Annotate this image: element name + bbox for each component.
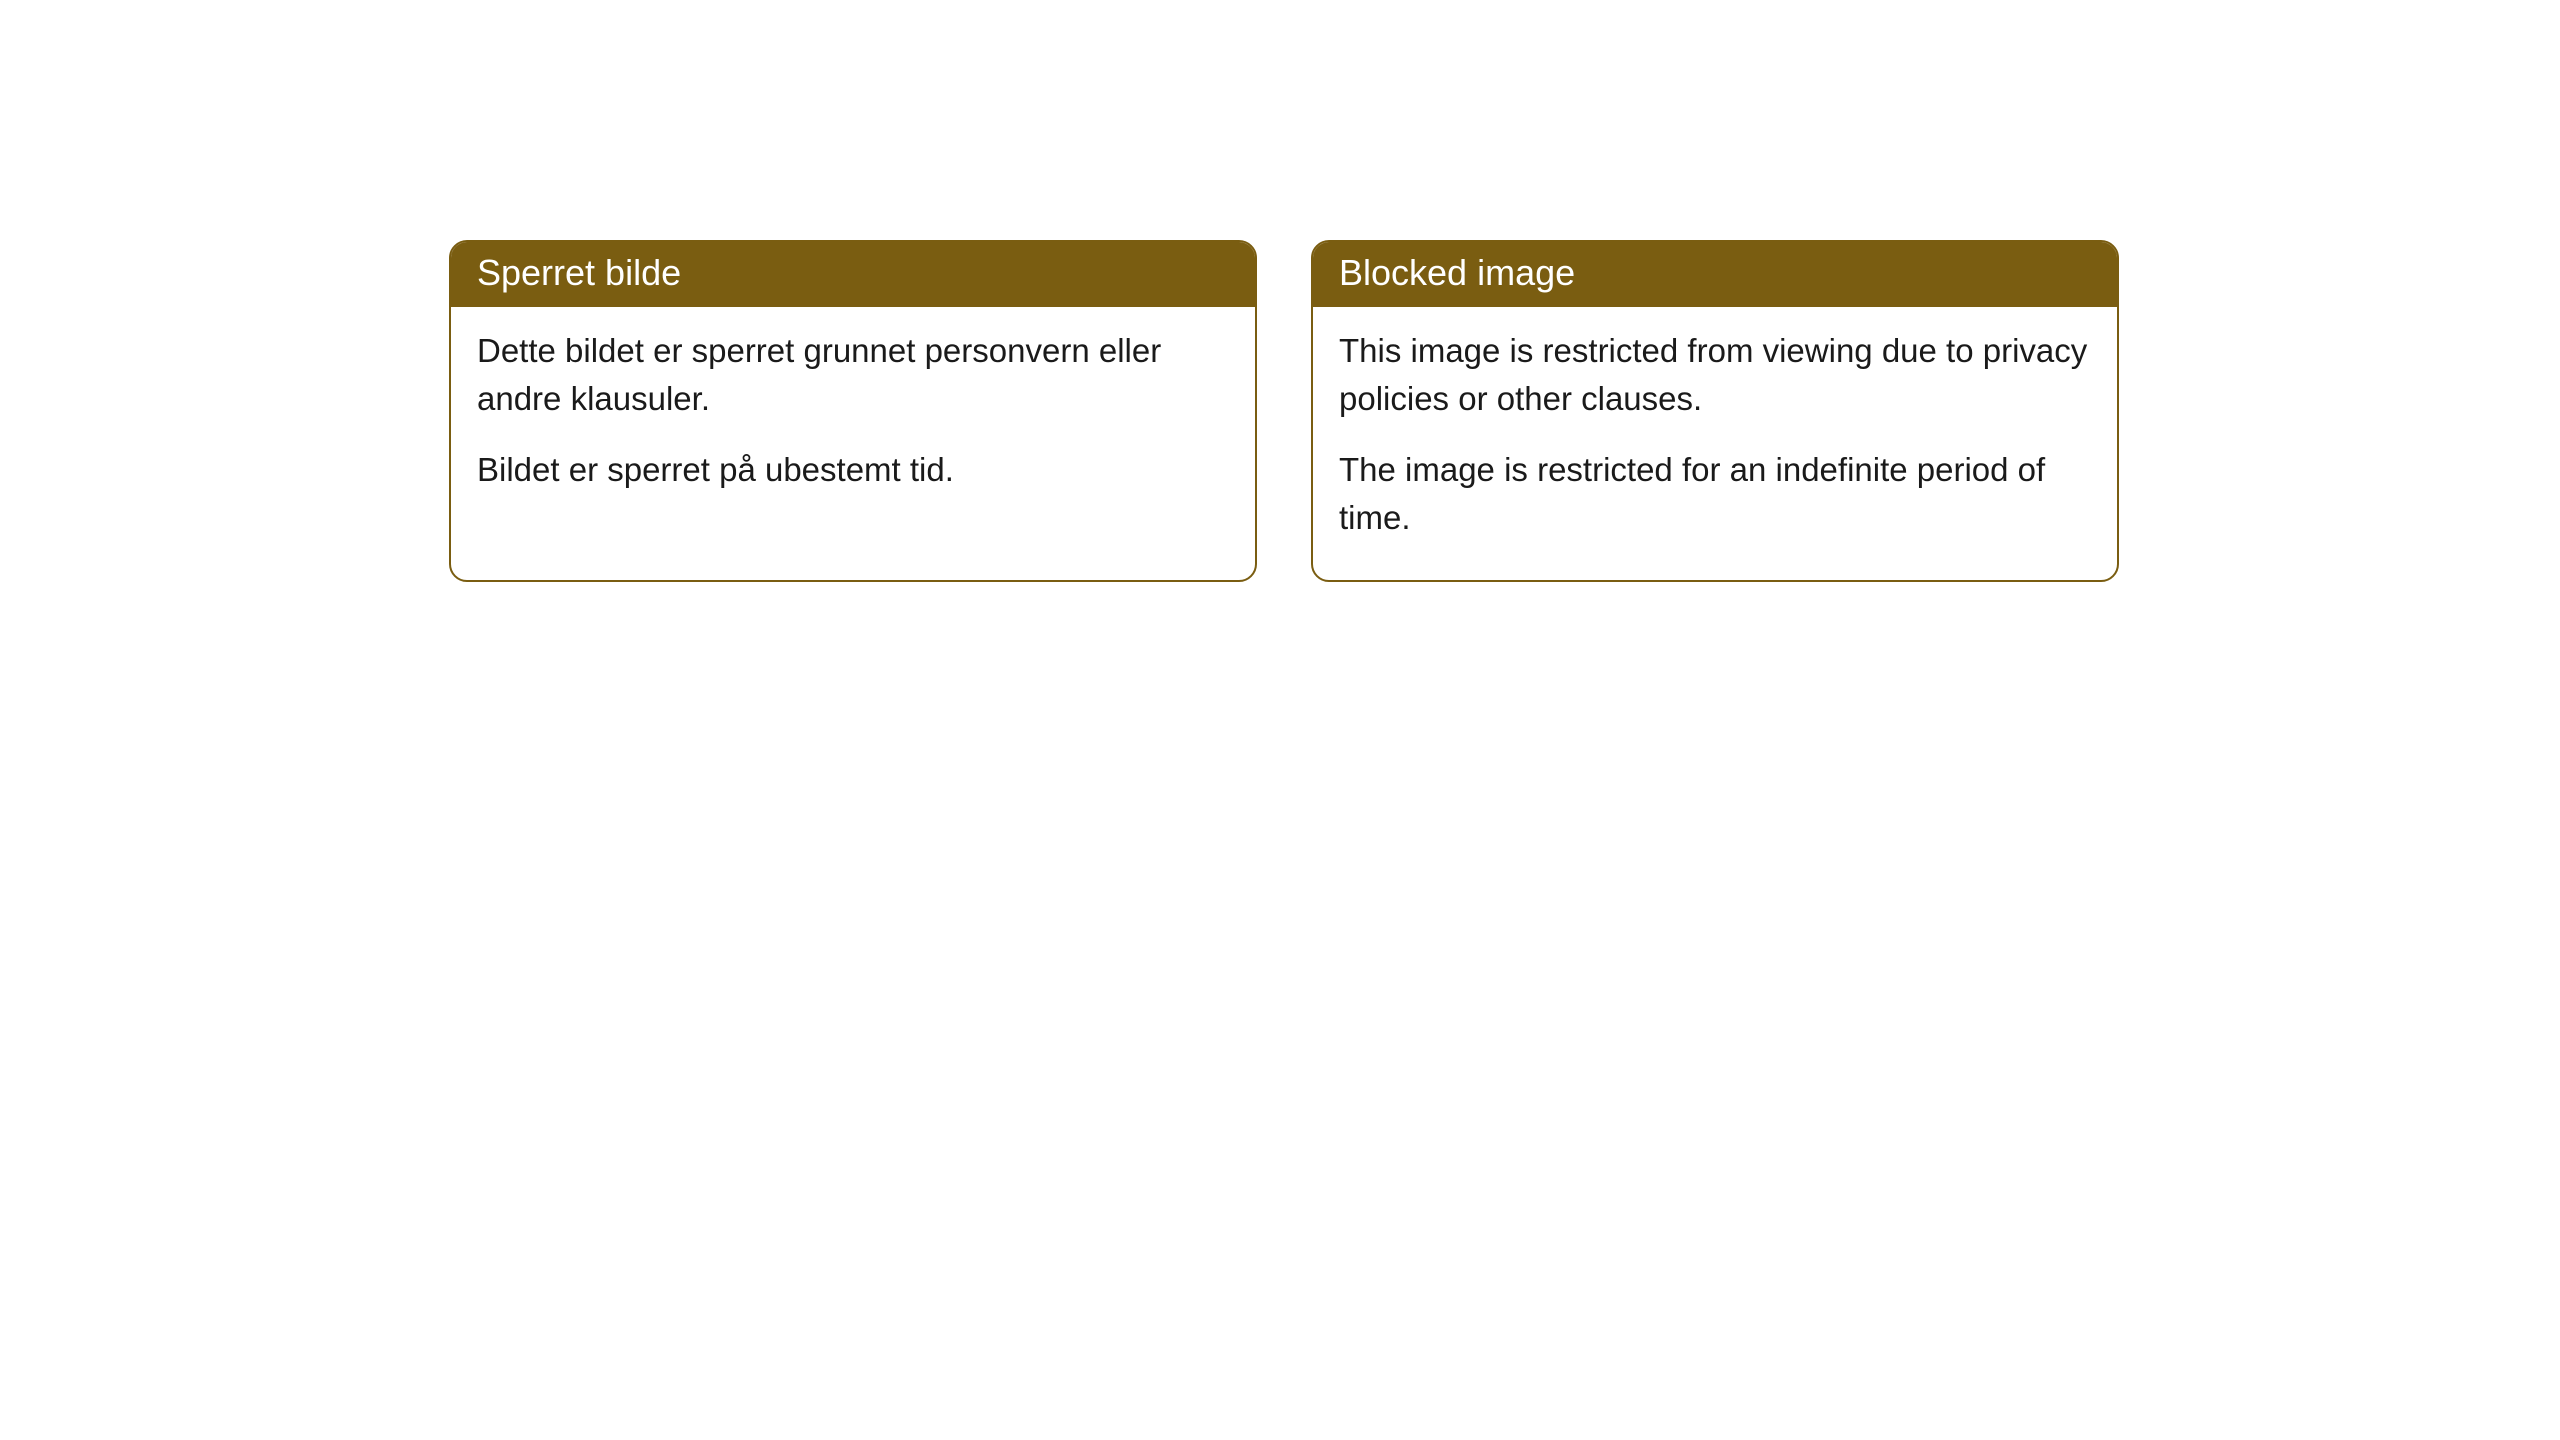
blocked-image-card-en: Blocked image This image is restricted f… xyxy=(1311,240,2119,582)
card-paragraph-no-2: Bildet er sperret på ubestemt tid. xyxy=(477,446,1229,494)
card-paragraph-en-1: This image is restricted from viewing du… xyxy=(1339,327,2091,423)
card-paragraph-en-2: The image is restricted for an indefinit… xyxy=(1339,446,2091,542)
blocked-image-card-no: Sperret bilde Dette bildet er sperret gr… xyxy=(449,240,1257,582)
card-body-en: This image is restricted from viewing du… xyxy=(1313,307,2117,580)
card-paragraph-no-1: Dette bildet er sperret grunnet personve… xyxy=(477,327,1229,423)
card-body-no: Dette bildet er sperret grunnet personve… xyxy=(451,307,1255,533)
card-header-no: Sperret bilde xyxy=(451,242,1255,307)
notice-cards-container: Sperret bilde Dette bildet er sperret gr… xyxy=(449,240,2119,582)
card-header-en: Blocked image xyxy=(1313,242,2117,307)
